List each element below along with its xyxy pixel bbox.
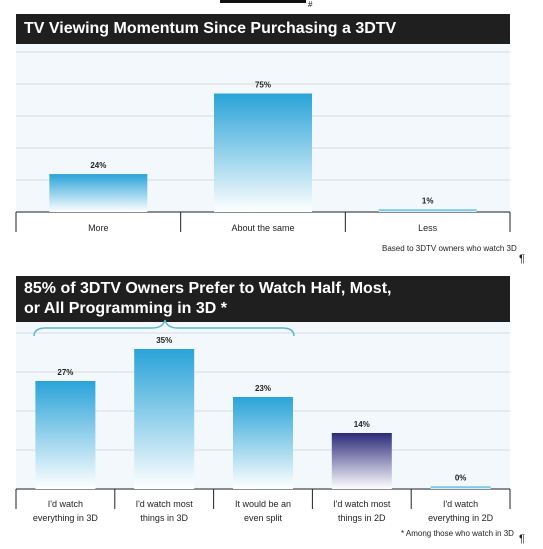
category-label: I'd watch most things in 2D [333, 499, 391, 523]
pilcrow-mark: ¶ [519, 533, 525, 545]
data-label: 24% [90, 161, 106, 170]
header-rule [220, 0, 306, 3]
category-label: I'd watch most things in 3D [135, 499, 193, 523]
bar [331, 433, 392, 489]
category-label: Less [418, 223, 438, 233]
data-label: 75% [255, 81, 271, 90]
chart-1-note: Based to 3DTV owners who watch 3D [382, 244, 517, 253]
grouping-brace [33, 319, 295, 337]
category-label: I'd watch everything in 2D [428, 499, 494, 523]
data-label: 27% [57, 368, 73, 377]
data-label: 35% [156, 336, 172, 345]
bar [214, 93, 312, 212]
data-label: 1% [422, 197, 434, 206]
bar [430, 486, 491, 489]
data-label: 0% [455, 474, 467, 483]
bar [49, 174, 148, 212]
chart-2-note: * Among those who watch in 3D [401, 529, 514, 538]
category-label: It would be an even split [234, 499, 292, 523]
header-mark: # [308, 0, 313, 9]
category-label: I'd watch everything in 3D [32, 499, 98, 523]
category-label: About the same [231, 223, 295, 233]
pilcrow-mark: ¶ [519, 253, 525, 265]
bar [378, 209, 477, 212]
category-label: More [88, 223, 109, 233]
data-label: 14% [354, 420, 370, 429]
chart-1-title: TV Viewing Momentum Since Purchasing a 3… [16, 14, 510, 44]
bar [233, 397, 293, 489]
bar [134, 349, 195, 489]
bar [35, 381, 96, 489]
chart-2-title: 85% of 3DTV Owners Prefer to Watch Half,… [16, 276, 510, 322]
data-label: 23% [255, 384, 271, 393]
